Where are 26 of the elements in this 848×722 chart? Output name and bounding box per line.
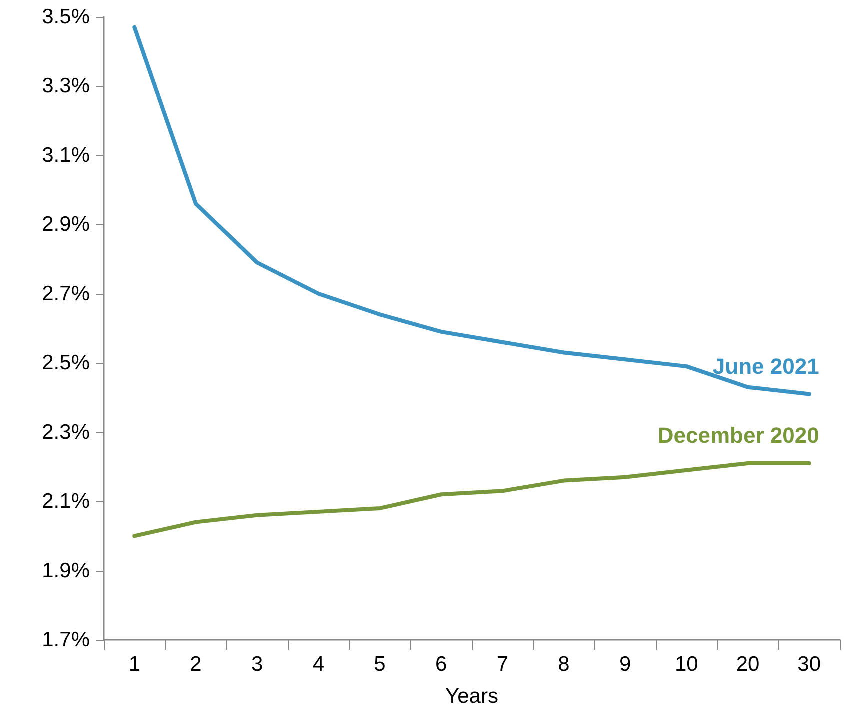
y-tick-label: 3.5%	[42, 6, 90, 28]
y-tick-label: 2.5%	[42, 352, 90, 375]
x-tick-label: 20	[736, 653, 760, 676]
y-tick-label: 3.3%	[42, 74, 90, 98]
line-series	[132, 461, 812, 538]
x-tick-label: 4	[312, 653, 325, 676]
x-tick-label: 2	[190, 653, 202, 676]
y-tick-label: 3.1%	[42, 144, 90, 167]
y-tick-label: 2.9%	[42, 213, 90, 236]
series-label: December 2020	[658, 422, 820, 448]
x-tick-label: 3	[251, 653, 264, 676]
x-tick-label: 30	[798, 653, 822, 676]
x-axis-title: Years	[446, 685, 498, 708]
x-tick-label: 8	[558, 653, 570, 676]
x-tick-label: 10	[674, 653, 698, 676]
y-tick-label: 1.7%	[42, 628, 90, 652]
series-label: June 2021	[712, 354, 820, 379]
y-tick-label: 2.7%	[42, 282, 90, 306]
x-tick-label: 9	[619, 653, 632, 676]
y-tick-label: 2.3%	[42, 420, 90, 444]
x-tick-label: 7	[496, 653, 509, 676]
y-tick-label: 1.9%	[42, 559, 90, 582]
x-tick-label: 1	[128, 653, 141, 676]
x-tick-label: 6	[435, 653, 448, 676]
y-tick-label: 2.1%	[42, 490, 90, 514]
x-tick-label: 5	[374, 653, 386, 676]
